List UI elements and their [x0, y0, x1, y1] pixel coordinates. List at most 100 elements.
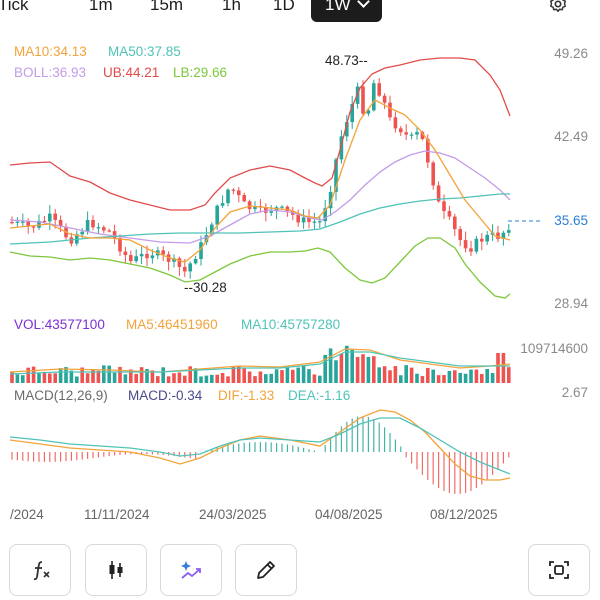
candle-body	[193, 259, 198, 264]
volume-chart	[9, 345, 511, 383]
ub-legend: UB:44.21	[103, 65, 160, 80]
tab-1m[interactable]: 1m	[89, 0, 113, 14]
volume-bar	[258, 371, 263, 383]
candle-body	[220, 203, 225, 206]
candle-body	[269, 211, 273, 213]
date-label-2: 11/11/2024	[84, 507, 150, 522]
volume-bar	[323, 354, 327, 383]
candle-body	[345, 122, 349, 137]
tab-15m[interactable]: 15m	[150, 0, 184, 14]
macd-histogram	[11, 416, 510, 494]
volume-bar	[145, 369, 149, 383]
volume-bar	[480, 373, 484, 383]
gear-icon[interactable]	[548, 0, 568, 14]
volume-bar	[58, 368, 63, 383]
candle-body	[188, 263, 192, 272]
candle-body	[31, 226, 36, 228]
candle-body	[204, 235, 209, 243]
candle-body	[53, 213, 57, 220]
volume-bar	[48, 373, 52, 383]
volume-bar	[415, 373, 419, 383]
candle-body	[112, 231, 117, 239]
candle-body	[480, 238, 484, 242]
candle-body	[431, 162, 435, 186]
candle-body	[231, 189, 236, 191]
candles	[10, 78, 511, 279]
tab-1h[interactable]: 1h	[222, 0, 241, 14]
candle-body	[334, 159, 338, 192]
candle-body	[339, 136, 344, 160]
volume-bar	[269, 373, 273, 383]
volume-bar	[10, 371, 14, 383]
candle-body	[118, 238, 122, 252]
ai-analysis-button[interactable]	[160, 544, 222, 596]
volume-bar	[118, 366, 122, 383]
high-value: 48.73	[325, 53, 359, 68]
ma10-legend: MA10:34.13	[14, 44, 87, 59]
candle-body	[415, 131, 419, 135]
tab-1w[interactable]: 1W	[311, 0, 382, 22]
candlestick-icon	[109, 561, 123, 579]
candle-body	[328, 191, 333, 209]
tab-tick[interactable]: Tick	[0, 0, 29, 14]
volume-bar	[458, 372, 462, 383]
volume-bar	[280, 370, 284, 383]
volume-bar	[220, 372, 225, 383]
candle-body	[453, 216, 457, 230]
volume-bar	[350, 349, 354, 383]
volume-bar	[85, 373, 90, 383]
volume-legend: VOL:43577100	[14, 317, 105, 332]
candle-body	[91, 219, 95, 228]
volume-bar	[490, 372, 495, 383]
volume-bar	[188, 366, 192, 383]
volume-bar	[291, 369, 295, 383]
volume-bar	[496, 353, 500, 383]
candle-body	[501, 232, 506, 239]
dif-legend: DIF:-1.33	[218, 388, 275, 403]
volume-bar	[80, 367, 84, 383]
price-chart[interactable]	[0, 40, 540, 312]
volume-bar	[134, 373, 138, 383]
volume-bar	[274, 369, 279, 383]
volume-bar	[199, 376, 203, 383]
candle-body	[58, 219, 63, 227]
ma50-line	[9, 193, 510, 245]
draw-tool-button[interactable]	[235, 544, 297, 596]
candle-body	[129, 255, 133, 262]
magic-chart-icon	[181, 561, 201, 579]
indicator-function-button[interactable]	[9, 544, 71, 596]
lb-legend: LB:29.66	[173, 65, 228, 80]
ma10-line	[9, 99, 511, 263]
tab-1w-label: 1W	[325, 0, 351, 14]
volume-bar	[161, 367, 165, 383]
volume-bar	[345, 345, 349, 383]
candle-body	[447, 211, 452, 217]
chart-type-button[interactable]	[85, 544, 147, 596]
volume-ma5-legend: MA5:46451960	[126, 317, 218, 332]
volume-bar	[469, 369, 473, 383]
volume-bar	[156, 376, 160, 383]
volume-bar	[37, 373, 41, 383]
function-icon	[33, 561, 50, 581]
price-level-2: 42.49	[554, 129, 588, 144]
candle-body	[404, 132, 408, 135]
low-value: 30.28	[193, 280, 227, 295]
volume-bar	[501, 353, 506, 383]
candle-body	[463, 240, 468, 249]
date-label-1: /2024	[10, 507, 44, 522]
volume-bar	[420, 376, 425, 383]
candle-body	[107, 230, 111, 232]
tab-1d[interactable]: 1D	[273, 0, 295, 14]
volume-bar	[339, 353, 344, 383]
price-level-top: 49.26	[554, 46, 588, 61]
candle-body	[102, 227, 106, 231]
candle-body	[15, 221, 20, 223]
volume-bar	[102, 365, 106, 383]
macd-params-legend: MACD(12,26,9)	[14, 388, 108, 403]
date-label-5: 08/12/2025	[430, 507, 498, 522]
volume-bar	[91, 369, 95, 383]
volume-ma10-line	[9, 351, 510, 375]
macd-value-legend: MACD:-0.34	[128, 388, 203, 403]
volume-bar	[112, 372, 117, 383]
screenshot-button[interactable]	[528, 544, 590, 596]
